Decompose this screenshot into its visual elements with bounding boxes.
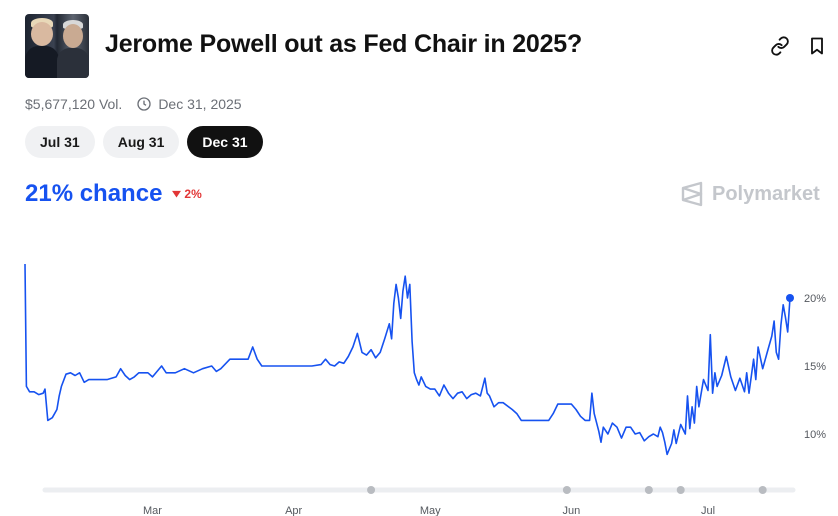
market-thumbnail-image[interactable] xyxy=(25,14,89,78)
chance-row: 21% chance 2% xyxy=(25,178,202,210)
x-tick-label: May xyxy=(420,505,441,516)
volume-text: $5,677,120 Vol. xyxy=(25,96,123,112)
link-icon[interactable] xyxy=(770,36,790,56)
bookmark-icon[interactable] xyxy=(807,36,827,56)
date-tabs: Jul 31 Aug 31 Dec 31 xyxy=(25,126,263,158)
market-meta: $5,677,120 Vol. Dec 31, 2025 xyxy=(25,95,242,113)
series-end-point xyxy=(786,294,794,302)
market-header: Jerome Powell out as Fed Chair in 2025? xyxy=(25,14,830,78)
polymarket-logo: Polymarket xyxy=(680,180,820,208)
brand-name: Polymarket xyxy=(712,182,820,205)
end-date-text: Dec 31, 2025 xyxy=(158,96,242,112)
probability-chart: 10% 15% 20% Mar Apr May Jun Jul xyxy=(24,263,826,516)
tab-dec-31[interactable]: Dec 31 xyxy=(187,126,263,158)
chance-change-value: 2% xyxy=(184,187,202,201)
polymarket-logo-icon xyxy=(681,181,703,207)
x-tick-label: Jul xyxy=(701,505,715,516)
chance-change: 2% xyxy=(172,187,202,201)
y-tick-label: 10% xyxy=(804,429,826,441)
tab-jul-31[interactable]: Jul 31 xyxy=(25,126,95,158)
chance-value: 21% chance xyxy=(25,180,163,207)
x-tick-label: Apr xyxy=(285,505,302,516)
x-axis-marker xyxy=(676,486,685,494)
x-axis-marker xyxy=(758,486,767,494)
y-tick-label: 15% xyxy=(804,361,826,373)
down-arrow-icon xyxy=(172,190,182,198)
series-line-yes xyxy=(24,263,791,456)
tab-aug-31[interactable]: Aug 31 xyxy=(102,126,180,158)
x-tick-label: Jun xyxy=(563,505,581,516)
clock-icon xyxy=(137,97,151,111)
x-axis-marker xyxy=(562,486,571,494)
x-axis-marker xyxy=(367,486,376,494)
market-title: Jerome Powell out as Fed Chair in 2025? xyxy=(105,30,583,58)
x-axis-marker xyxy=(644,486,653,494)
y-tick-label: 20% xyxy=(804,293,826,305)
x-tick-label: Mar xyxy=(143,505,162,516)
